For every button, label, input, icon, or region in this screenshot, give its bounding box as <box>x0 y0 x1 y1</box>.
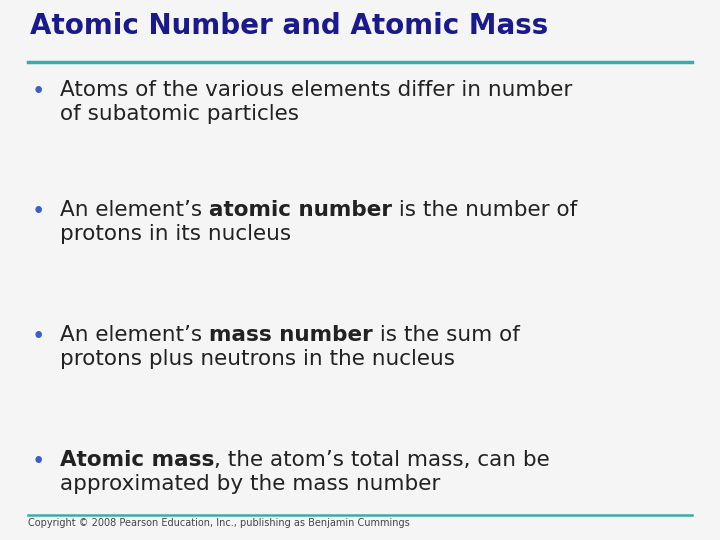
Text: protons in its nucleus: protons in its nucleus <box>60 224 291 244</box>
Text: An element’s: An element’s <box>60 200 209 220</box>
Text: approximated by the mass number: approximated by the mass number <box>60 474 441 494</box>
Text: is the sum of: is the sum of <box>373 325 520 345</box>
Text: atomic number: atomic number <box>209 200 392 220</box>
Text: •: • <box>32 80 45 103</box>
Text: mass number: mass number <box>209 325 373 345</box>
Text: of subatomic particles: of subatomic particles <box>60 104 299 124</box>
Text: •: • <box>32 325 45 348</box>
Text: Atomic mass: Atomic mass <box>60 450 215 470</box>
Text: Atomic Number and Atomic Mass: Atomic Number and Atomic Mass <box>30 12 548 40</box>
Text: •: • <box>32 450 45 473</box>
Text: is the number of: is the number of <box>392 200 577 220</box>
Text: protons plus neutrons in the nucleus: protons plus neutrons in the nucleus <box>60 348 455 369</box>
Text: An element’s: An element’s <box>60 325 209 345</box>
Text: •: • <box>32 200 45 223</box>
Text: , the atom’s total mass, can be: , the atom’s total mass, can be <box>215 450 550 470</box>
Text: Copyright © 2008 Pearson Education, Inc., publishing as Benjamin Cummings: Copyright © 2008 Pearson Education, Inc.… <box>28 518 410 528</box>
Text: Atoms of the various elements differ in number: Atoms of the various elements differ in … <box>60 80 572 100</box>
